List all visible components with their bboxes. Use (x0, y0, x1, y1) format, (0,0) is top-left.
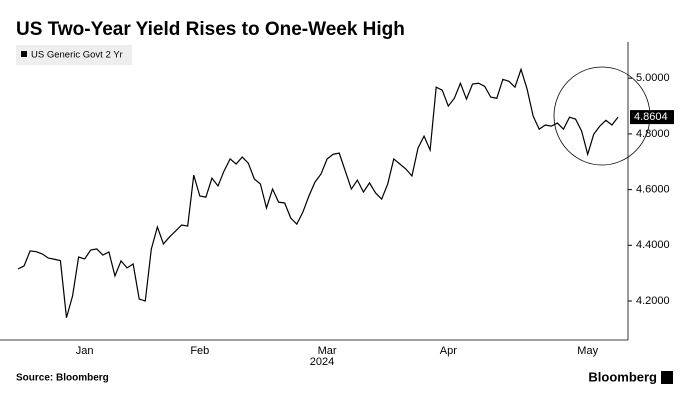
line (17, 67, 619, 318)
y-tick-label: 4.8000 (636, 128, 670, 140)
y-tick-label: 4.6000 (636, 184, 670, 196)
x-tick-label: Apr (440, 345, 457, 357)
last-value-label: 4.8604 (634, 111, 668, 123)
chart-title: US Two-Year Yield Rises to One-Week High (16, 19, 405, 40)
x-tick-label: May (577, 345, 598, 357)
y-tick-label: 4.4000 (636, 239, 670, 251)
source: Source: Bloomberg (16, 373, 109, 384)
x-axis-label: 2024 (310, 356, 334, 368)
last-value-box (630, 110, 674, 125)
x-tick-label: Jan (76, 345, 94, 357)
legend-box (16, 45, 132, 65)
legend-label: US Generic Govt 2 Yr (31, 50, 123, 61)
brand: Bloomberg (588, 369, 657, 384)
y-tick-label: 4.2000 (636, 295, 670, 307)
y-tick-label: 5.0000 (636, 72, 670, 84)
legend-swatch (21, 51, 27, 57)
x-tick-label: Feb (190, 345, 209, 357)
x-tick-label: Mar (318, 345, 337, 357)
brand-icon (661, 371, 673, 384)
